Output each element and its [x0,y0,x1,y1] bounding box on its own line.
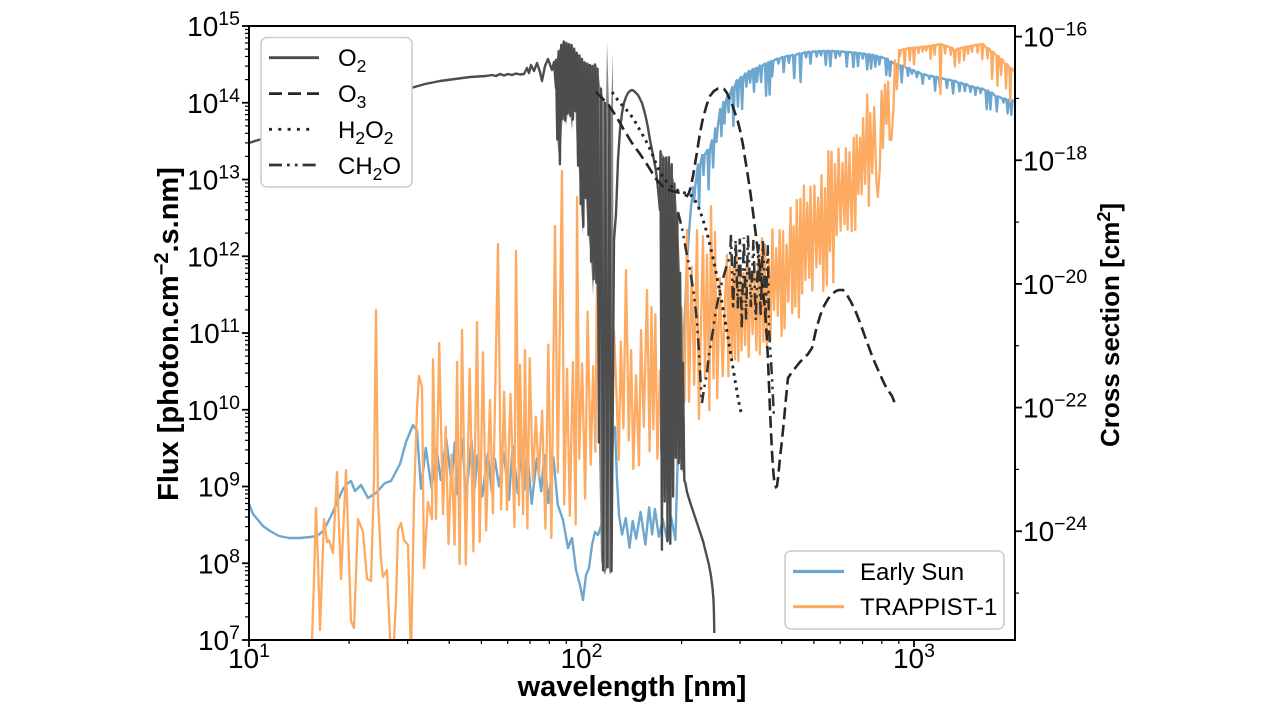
svg-text:1012: 1012 [187,238,240,272]
svg-text:1014: 1014 [187,85,240,119]
svg-text:Flux [photon.cm−2.s.nm]: Flux [photon.cm−2.s.nm] [151,167,185,501]
svg-text:10−24: 10−24 [1023,513,1087,547]
svg-text:CH2​O: CH2​O [338,153,401,184]
svg-text:1010: 1010 [187,392,240,426]
svg-text:10−18: 10−18 [1023,142,1087,176]
svg-text:101: 101 [228,640,270,674]
svg-text:O3​: O3​ [338,81,366,112]
svg-text:H2​O2​: H2​O2​ [338,117,393,148]
svg-text:10−16: 10−16 [1023,19,1087,53]
svg-text:TRAPPIST-1: TRAPPIST-1 [860,594,997,621]
svg-text:108: 108 [198,545,240,579]
svg-text:Cross section [cm2]: Cross section [cm2] [1094,203,1125,447]
svg-text:O2​: O2​ [338,45,366,76]
svg-text:109: 109 [198,469,240,503]
svg-text:1013: 1013 [187,162,240,196]
svg-text:1015: 1015 [187,8,240,42]
svg-text:wavelength [nm]: wavelength [nm] [517,671,747,703]
svg-text:102: 102 [560,640,602,674]
svg-text:107: 107 [198,622,240,656]
svg-text:103: 103 [893,640,935,674]
svg-text:Early Sun: Early Sun [860,559,964,586]
svg-text:10−22: 10−22 [1023,390,1087,424]
svg-text:10−20: 10−20 [1023,266,1087,300]
svg-text:1011: 1011 [189,315,240,349]
